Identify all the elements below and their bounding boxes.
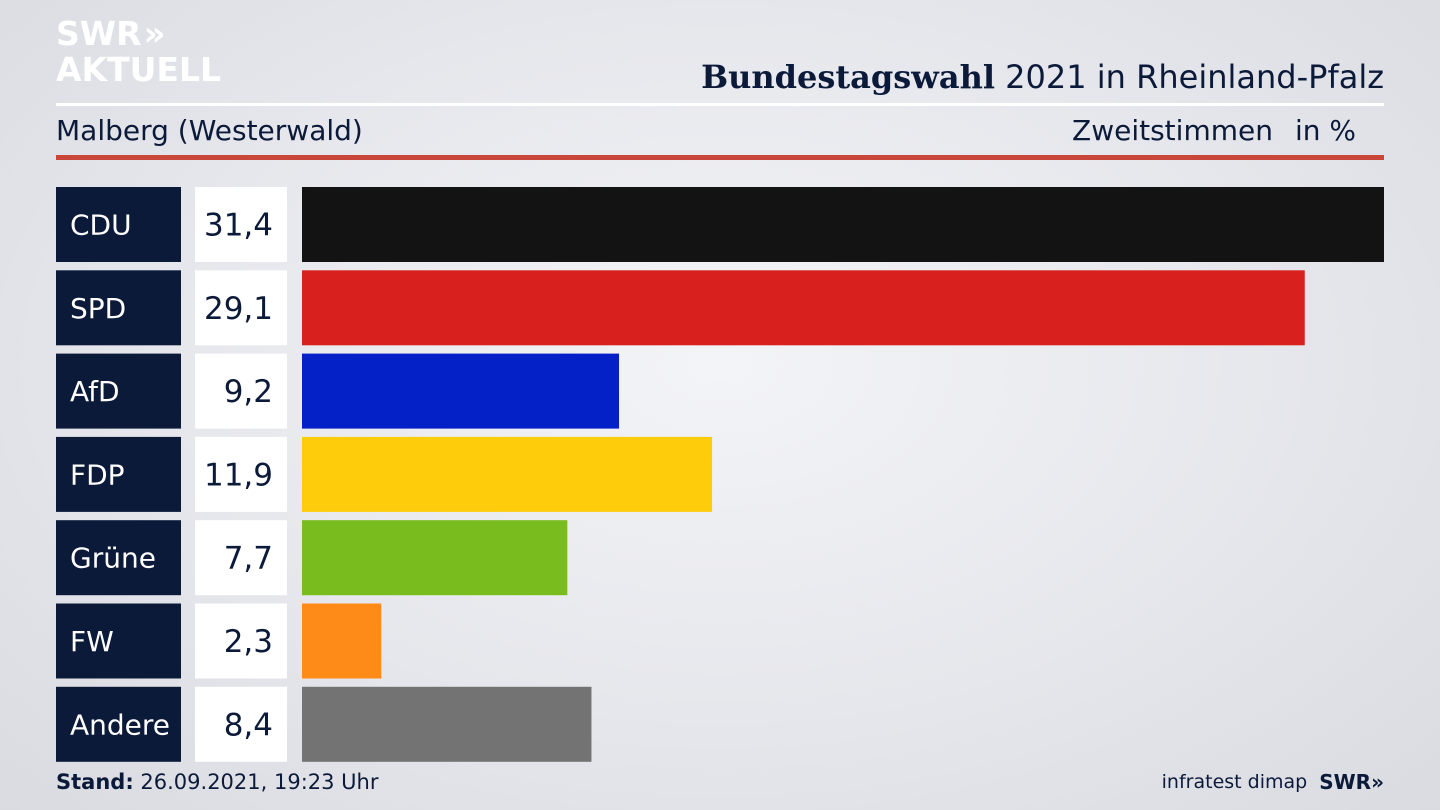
bar-cdu [302, 187, 1384, 262]
bar-spd [302, 270, 1305, 346]
value-box-afd [195, 353, 287, 429]
measure-label: Zweitstimmen in % [1072, 114, 1356, 147]
header-divider [56, 103, 1384, 106]
source-credit: infratest dimap SWR» [1162, 770, 1384, 794]
value-label-fdp: 11,9 [204, 457, 273, 493]
bar-fw [302, 603, 382, 679]
timestamp: Stand: 26.09.2021, 19:23 Uhr [56, 770, 379, 794]
party-label-afd: AfD [70, 375, 120, 408]
value-label-andere: 8,4 [224, 707, 273, 743]
value-label-afd: 9,2 [224, 374, 273, 410]
value-box-cdu [195, 187, 287, 262]
party-label-gr-ne: Grüne [70, 542, 156, 575]
stand-value: 26.09.2021, 19:23 Uhr [133, 770, 379, 794]
party-label-fdp: FDP [70, 458, 125, 491]
logo-line1: SWR [56, 14, 142, 53]
value-box-spd [195, 270, 287, 346]
swr-small-logo: SWR» [1319, 770, 1384, 794]
page-title: Bundestagswahl 2021 in Rheinland-Pfalz [701, 58, 1384, 96]
title-bold: Bundestagswahl [701, 58, 995, 96]
value-label-cdu: 31,4 [204, 208, 273, 244]
party-label-box-andere [56, 686, 181, 762]
source-label: infratest dimap [1161, 771, 1308, 793]
party-label-box-gr-ne [56, 520, 181, 596]
value-label-gr-ne: 7,7 [224, 541, 273, 577]
bar-gr-ne [302, 520, 568, 596]
unit-text: in % [1294, 114, 1356, 147]
party-label-box-cdu [56, 187, 181, 262]
value-box-gr-ne [195, 520, 287, 596]
bar-fdp [302, 436, 713, 512]
accent-divider [56, 155, 1384, 160]
value-box-fw [195, 603, 287, 679]
value-box-fdp [195, 436, 287, 512]
measure-text: Zweitstimmen [1072, 114, 1273, 147]
party-label-box-spd [56, 270, 181, 346]
region-label: Malberg (Westerwald) [56, 114, 363, 147]
bar-afd [302, 353, 620, 429]
swr-aktuell-logo: SWR» AKTUELL [56, 16, 221, 88]
bar-andere [302, 686, 592, 762]
title-rest: 2021 in Rheinland-Pfalz [995, 58, 1384, 96]
party-label-box-afd [56, 353, 181, 429]
party-label-box-fw [56, 603, 181, 679]
logo-line2: AKTUELL [56, 50, 222, 89]
value-box-andere [195, 686, 287, 762]
stand-label: Stand: [56, 770, 134, 794]
party-label-cdu: CDU [70, 209, 132, 242]
value-label-fw: 2,3 [224, 624, 273, 660]
party-label-spd: SPD [70, 292, 126, 325]
party-label-box-fdp [56, 436, 181, 512]
value-label-spd: 29,1 [204, 291, 273, 327]
party-label-fw: FW [70, 625, 114, 658]
party-label-andere: Andere [70, 708, 170, 741]
